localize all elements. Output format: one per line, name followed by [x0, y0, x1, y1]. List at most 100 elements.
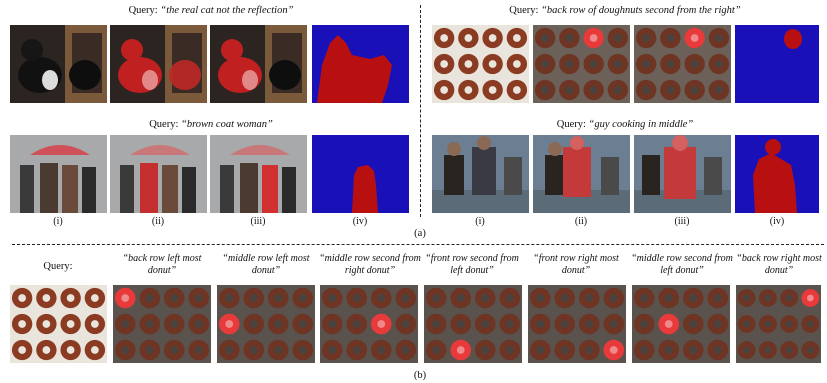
donut-hole — [377, 346, 386, 354]
cat-image-iii — [210, 25, 307, 103]
donut-hole — [42, 320, 51, 328]
cat-mask — [312, 25, 409, 103]
caption-a: (a) — [414, 228, 426, 239]
donut-hole — [536, 346, 545, 354]
donut-hole — [121, 346, 130, 354]
donut-hole — [666, 34, 675, 42]
donut-hole — [481, 320, 490, 328]
b-result-3 — [320, 285, 418, 363]
donut-hole — [743, 320, 751, 328]
donut-hole — [66, 320, 75, 328]
b-result-7 — [736, 285, 821, 363]
donut-hole — [713, 320, 722, 328]
donut-hole — [743, 346, 751, 354]
b-result-2 — [217, 285, 315, 363]
donut-hole — [806, 294, 814, 302]
donut-hole — [640, 294, 649, 302]
donut-hole — [713, 346, 722, 354]
donut-hole — [585, 346, 594, 354]
donut-hole — [764, 346, 772, 354]
b-query-image — [10, 285, 107, 363]
vertical-separator — [420, 5, 421, 217]
donut-hole — [585, 320, 594, 328]
donut-hole — [18, 320, 26, 328]
donut-hole — [589, 60, 598, 68]
donut-hole — [589, 34, 598, 42]
donut-hole — [565, 60, 574, 68]
donut-hole — [456, 346, 465, 354]
donut-hole — [640, 346, 649, 354]
col-label-iii-left: (iii) — [250, 216, 266, 227]
donut-hole — [690, 34, 699, 42]
horizontal-separator — [12, 244, 824, 245]
donut-hole — [614, 60, 622, 68]
query-cat: Query: “the real cat not the reflection” — [128, 5, 294, 16]
b-query-7: “back row right most donut” — [736, 253, 822, 276]
donut-hole — [785, 294, 793, 302]
donut-hole — [328, 320, 337, 328]
col-label-iv-right: (iv) — [769, 216, 785, 227]
umbrella-image-ii — [110, 135, 207, 213]
col-label-iii-right: (iii) — [674, 216, 690, 227]
donut-hole — [194, 346, 203, 354]
umbrella-image-iii — [210, 135, 307, 213]
donut-hole — [488, 86, 497, 94]
donut-hole — [541, 34, 549, 42]
b-result-5 — [528, 285, 626, 363]
donut-hole — [66, 294, 75, 302]
doughnut-image-original — [432, 25, 529, 103]
cooking-image-original — [432, 135, 529, 213]
b-query-5: “front row right most donut” — [533, 253, 619, 276]
donut-hole — [609, 320, 618, 328]
donut-hole — [42, 346, 51, 354]
donut-hole — [764, 294, 772, 302]
donut-hole — [541, 60, 549, 68]
donut-hole — [440, 60, 448, 68]
donut-hole — [689, 320, 698, 328]
col-label-i-right: (i) — [475, 216, 485, 227]
donut-hole — [298, 294, 307, 302]
donut-hole — [565, 86, 574, 94]
donut-hole — [225, 294, 234, 302]
donut-hole — [666, 86, 675, 94]
donut-hole — [298, 320, 307, 328]
cooking-image-iii — [634, 135, 731, 213]
query-doughnut-back: Query: “back row of doughnuts second fro… — [509, 5, 741, 16]
donut-hole — [145, 320, 154, 328]
cat-image-original — [10, 25, 107, 103]
donut-hole — [690, 60, 699, 68]
donut-hole — [328, 346, 337, 354]
donut-hole — [91, 294, 99, 302]
donut-hole — [18, 346, 26, 354]
b-query-1: “back row left most donut” — [122, 253, 202, 276]
donut-hole — [743, 294, 751, 302]
donut-hole — [715, 86, 723, 94]
donut-hole — [328, 294, 337, 302]
donut-hole — [764, 320, 772, 328]
donut-hole — [589, 86, 598, 94]
donut-hole — [505, 320, 514, 328]
donut-hole — [664, 320, 673, 328]
donut-hole — [690, 86, 699, 94]
donut-hole — [145, 346, 154, 354]
col-label-i-left: (i) — [53, 216, 63, 227]
donut-hole — [225, 346, 234, 354]
cooking-image-ii — [533, 135, 630, 213]
donut-hole — [249, 320, 258, 328]
donut-hole — [91, 320, 99, 328]
query-guy-cooking: Query: “guy cooking in middle” — [556, 119, 694, 130]
donut-hole — [505, 294, 514, 302]
b-query-2: “middle row left most donut” — [222, 253, 310, 276]
donut-hole — [464, 60, 473, 68]
donut-hole — [66, 346, 75, 354]
b-query-6: “middle row second from left donut” — [631, 253, 733, 276]
donut-hole — [432, 346, 441, 354]
donut-hole — [91, 346, 99, 354]
b-result-4 — [424, 285, 522, 363]
donut-hole — [274, 320, 283, 328]
donut-hole — [121, 320, 130, 328]
donut-hole — [640, 320, 649, 328]
donut-hole — [249, 346, 258, 354]
donut-hole — [614, 34, 622, 42]
donut-hole — [170, 320, 179, 328]
